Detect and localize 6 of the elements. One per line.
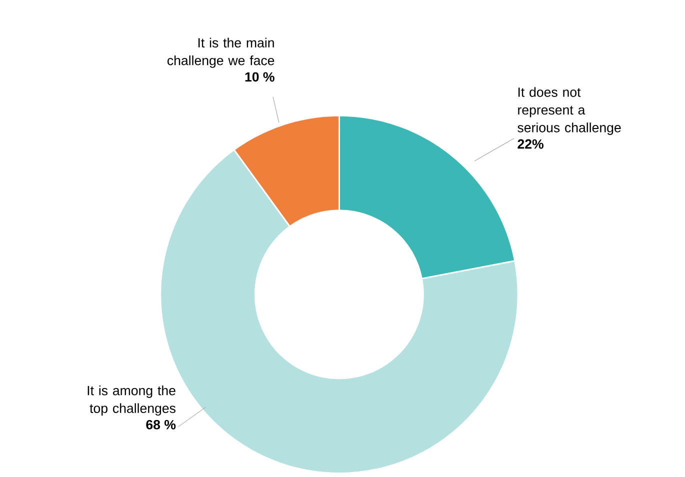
slice-label: It does not represent a serious challenge [518,87,621,135]
data-label: 68 % [146,420,176,430]
data-label: 10 % [245,72,274,82]
slice-label: It is among the top challenges [88,385,176,416]
slice-label: It is the main challenge we face [167,38,274,68]
data-label: 22% [518,139,544,149]
